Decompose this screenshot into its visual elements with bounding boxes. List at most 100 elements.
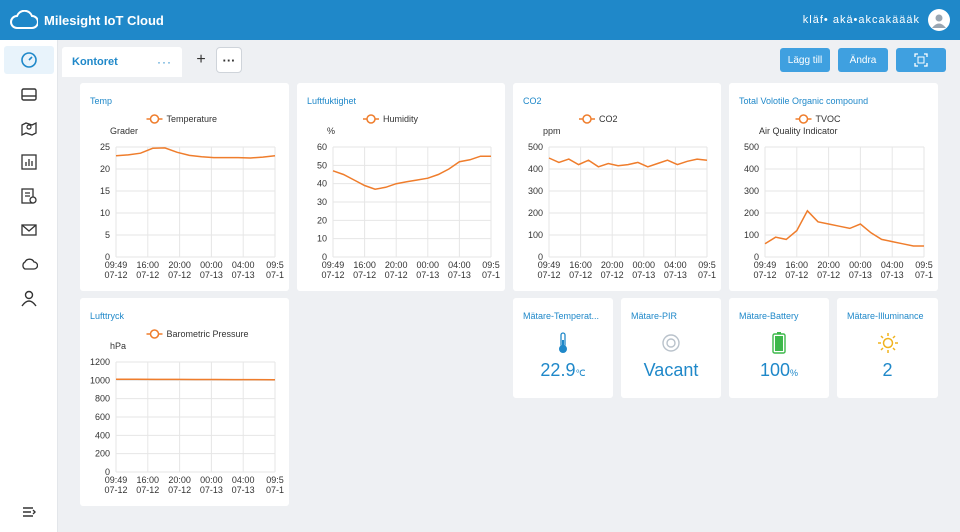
x-tick-time: 20:00 bbox=[385, 260, 408, 270]
more-icon: ··· bbox=[222, 52, 236, 68]
y-tick-label: 200 bbox=[744, 208, 759, 218]
x-tick-date: 07-12 bbox=[537, 270, 560, 280]
y-tick-label: 400 bbox=[95, 430, 110, 440]
battery-icon bbox=[772, 332, 786, 354]
series-line[interactable] bbox=[764, 209, 924, 247]
tile-value: 100 bbox=[759, 360, 791, 380]
x-tick-time: 16:00 bbox=[137, 260, 160, 270]
y-tick-label: 20 bbox=[100, 164, 110, 174]
x-tick-date: 07-13 bbox=[200, 485, 223, 495]
mail-icon bbox=[21, 224, 37, 236]
user-name[interactable]: kläf• akä•akcakäääk bbox=[802, 14, 920, 26]
sidebar-item-cloud[interactable] bbox=[4, 250, 54, 278]
x-tick-time: 00:00 bbox=[200, 475, 223, 485]
x-tick-date: 07-12 bbox=[353, 270, 376, 280]
x-tick-date: 07-12 bbox=[168, 270, 191, 280]
x-tick-time: 16:00 bbox=[786, 260, 809, 270]
legend-label[interactable]: Humidity bbox=[383, 114, 419, 124]
x-tick-date: 07-13 bbox=[232, 270, 255, 280]
sidebar-item-user[interactable] bbox=[4, 284, 54, 312]
brand-name: Milesight IoT Cloud bbox=[44, 12, 164, 28]
legend-label[interactable]: Barometric Pressure bbox=[167, 329, 249, 339]
avatar-icon bbox=[932, 14, 946, 28]
tile-illuminance[interactable]: Mätare-Illuminance 2 bbox=[837, 298, 938, 398]
device-icon bbox=[21, 88, 37, 101]
x-tick-time: 09:49 bbox=[754, 260, 777, 270]
legend-label[interactable]: CO2 bbox=[599, 114, 618, 124]
x-tick-time: 09:49 bbox=[105, 260, 128, 270]
sun-icon bbox=[877, 333, 898, 353]
x-tick-time: 09:5 bbox=[266, 260, 284, 270]
line-chart: CO2ppm500400300200100009:4907-1216:0007-… bbox=[528, 114, 716, 280]
y-unit-label: ppm bbox=[543, 126, 561, 136]
y-tick-label: 100 bbox=[744, 230, 759, 240]
x-tick-date: 07-12 bbox=[601, 270, 624, 280]
sidebar-item-rules[interactable] bbox=[4, 182, 54, 210]
edit-button[interactable]: Ändra bbox=[838, 48, 888, 72]
y-tick-label: 800 bbox=[95, 394, 110, 404]
x-tick-time: 16:00 bbox=[353, 260, 376, 270]
sidebar-item-map[interactable] bbox=[4, 114, 54, 142]
y-tick-label: 0 bbox=[538, 252, 543, 262]
x-tick-time: 00:00 bbox=[200, 260, 223, 270]
tile-unit: % bbox=[790, 368, 799, 378]
logo[interactable]: Milesight IoT Cloud bbox=[10, 10, 164, 30]
tile-temperature[interactable]: Mätare-Temperat... 22.9℃ bbox=[513, 298, 613, 398]
tab-kontoret[interactable]: Kontoret ··· bbox=[62, 47, 182, 77]
x-tick-date: 07-13 bbox=[849, 270, 872, 280]
x-tick-time: 20:00 bbox=[817, 260, 840, 270]
line-chart: TemperatureGrader252015105009:4907-1216:… bbox=[100, 114, 284, 280]
fullscreen-button[interactable] bbox=[896, 48, 946, 72]
y-tick-label: 0 bbox=[322, 252, 327, 262]
y-tick-label: 5 bbox=[105, 230, 110, 240]
y-tick-label: 400 bbox=[528, 164, 543, 174]
y-tick-label: 40 bbox=[317, 179, 327, 189]
y-unit-label: Air Quality Indicator bbox=[759, 126, 838, 136]
sidebar-item-messages[interactable] bbox=[4, 216, 54, 244]
legend-label[interactable]: TVOC bbox=[816, 114, 842, 124]
y-unit-label: % bbox=[327, 126, 335, 136]
y-tick-label: 15 bbox=[100, 186, 110, 196]
more-tabs-button[interactable]: ··· bbox=[216, 47, 242, 73]
x-tick-date: 07-1 bbox=[915, 270, 933, 280]
y-tick-label: 500 bbox=[744, 142, 759, 152]
y-tick-label: 25 bbox=[100, 142, 110, 152]
series-line[interactable] bbox=[548, 157, 708, 168]
sidebar-item-reports[interactable] bbox=[4, 148, 54, 176]
y-unit-label: hPa bbox=[110, 341, 126, 351]
x-tick-time: 04:00 bbox=[664, 260, 687, 270]
tile-title: Mätare-PIR bbox=[631, 311, 678, 321]
legend-label[interactable]: Temperature bbox=[167, 114, 218, 124]
x-tick-date: 07-12 bbox=[817, 270, 840, 280]
add-widget-button[interactable]: Lägg till bbox=[780, 48, 830, 72]
chart-card-tvoc: Total Volotile Organic compound TVOC Air Q… bbox=[729, 83, 938, 291]
series-line[interactable] bbox=[115, 378, 276, 381]
y-tick-label: 30 bbox=[317, 197, 327, 207]
sidebar-item-devices[interactable] bbox=[4, 80, 54, 108]
sidebar-collapse-button[interactable] bbox=[4, 498, 54, 526]
tab-options-icon[interactable]: ··· bbox=[157, 55, 172, 69]
x-tick-time: 00:00 bbox=[849, 260, 872, 270]
tile-battery[interactable]: Mätare-Battery 100% bbox=[729, 298, 829, 398]
rule-icon bbox=[21, 188, 37, 204]
x-tick-time: 09:49 bbox=[322, 260, 345, 270]
add-tab-button[interactable]: + bbox=[196, 51, 206, 68]
x-tick-time: 09:49 bbox=[105, 475, 128, 485]
x-tick-time: 09:49 bbox=[538, 260, 561, 270]
x-tick-date: 07-12 bbox=[168, 485, 191, 495]
legend-marker bbox=[149, 114, 160, 124]
tab-label: Kontoret bbox=[72, 56, 118, 68]
tile-pir[interactable]: Mätare-PIR Vacant bbox=[621, 298, 721, 398]
user-icon bbox=[21, 290, 37, 307]
y-tick-label: 300 bbox=[744, 186, 759, 196]
x-tick-date: 07-13 bbox=[632, 270, 655, 280]
x-tick-date: 07-12 bbox=[104, 270, 127, 280]
x-tick-date: 07-13 bbox=[200, 270, 223, 280]
y-tick-label: 1200 bbox=[90, 357, 110, 367]
avatar[interactable] bbox=[928, 9, 950, 31]
series-line[interactable] bbox=[115, 147, 276, 159]
thermometer-icon bbox=[559, 332, 567, 353]
series-line[interactable] bbox=[332, 155, 491, 190]
sidebar-item-dashboard[interactable] bbox=[4, 46, 54, 74]
